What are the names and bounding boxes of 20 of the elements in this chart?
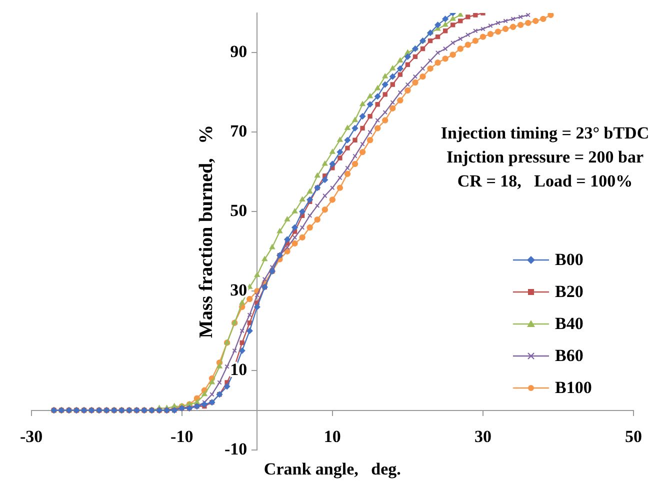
y-axis-title: Mass fraction burned, % [196,124,218,338]
legend-label: B20 [555,282,584,302]
annotation: Injection timing = 23° bTDC [440,123,650,142]
annotation: CR = 18, Load = 100% [457,171,633,190]
legend-label: B100 [555,378,592,398]
y-tick-label: 30 [230,280,248,300]
x-axis-title: Crank angle, deg. [264,459,401,478]
y-tick-label: 50 [230,201,248,220]
x-tick-label: -10 [170,426,194,446]
y-tick-label: 70 [230,122,248,141]
x-tick-label: 10 [324,426,341,446]
x-tick-label: 50 [625,426,642,446]
y-tick-label: -10 [224,439,248,458]
x-tick-label: 30 [474,426,492,446]
legend-label: B60 [555,346,584,366]
annotation: Injction pressure = 200 bar [446,147,644,166]
y-tick-label: 90 [230,42,248,62]
x-tick-label: -30 [20,426,43,446]
legend-label: B00 [555,250,584,270]
legend-label: B40 [555,314,584,334]
